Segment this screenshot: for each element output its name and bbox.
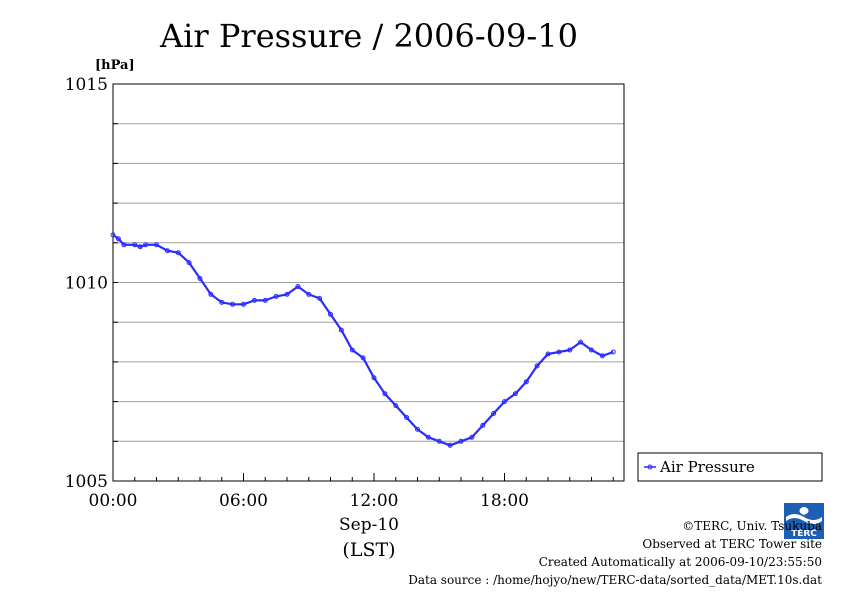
data-point <box>154 242 159 248</box>
data-point <box>512 391 518 397</box>
data-point <box>589 347 594 353</box>
data-point <box>328 311 333 317</box>
data-point <box>241 301 246 307</box>
data-point <box>578 339 584 345</box>
data-point <box>599 353 605 359</box>
x-tick-label: 00:00 <box>89 491 138 511</box>
data-point <box>110 232 116 238</box>
data-point <box>610 349 616 355</box>
data-point <box>295 284 301 289</box>
data-point <box>534 363 540 369</box>
credit-observed: Observed at TERC Tower site <box>642 537 822 551</box>
data-point <box>273 293 279 299</box>
data-point <box>415 426 420 432</box>
y-tick-label: 1005 <box>65 472 108 492</box>
data-point <box>371 375 377 381</box>
x-tick-label: 06:00 <box>219 491 268 511</box>
y-tick-label: 1015 <box>65 75 108 95</box>
credit-copyright: ©TERC, Univ. Tsukuba <box>682 519 822 533</box>
data-point <box>262 297 268 303</box>
data-point <box>349 347 355 353</box>
data-point <box>306 291 312 297</box>
data-point <box>121 242 127 248</box>
data-point <box>338 327 344 333</box>
data-point <box>382 391 388 397</box>
series-line <box>112 234 614 447</box>
data-point <box>175 250 181 256</box>
data-point <box>219 299 225 305</box>
x-tick-labels: 00:00 06:00 12:00 18:00 <box>89 491 530 511</box>
data-point <box>208 291 214 297</box>
legend: Air Pressure <box>637 452 823 482</box>
data-point <box>502 399 507 405</box>
y-tick-label: 1010 <box>65 274 108 294</box>
data-point <box>523 379 529 385</box>
data-point <box>317 295 323 301</box>
data-point <box>469 434 475 440</box>
x-axis-date-label: Sep-10 <box>339 515 399 535</box>
data-point <box>404 415 410 420</box>
data-point <box>567 347 573 353</box>
data-point <box>230 301 236 307</box>
data-point <box>480 422 486 428</box>
axis-ticks <box>112 83 614 482</box>
data-point <box>186 260 192 266</box>
legend-swatch-marker <box>647 464 653 470</box>
y-tick-labels: 1005 1010 1015 <box>65 75 108 492</box>
data-point <box>115 236 121 242</box>
data-point <box>137 244 143 250</box>
data-point <box>491 411 497 416</box>
logo-text: TERC <box>791 529 817 539</box>
terc-logo: TERC <box>784 503 824 539</box>
data-point <box>436 438 442 444</box>
data-point <box>132 242 138 248</box>
data-point <box>545 351 551 357</box>
data-point <box>458 438 464 444</box>
data-point <box>284 291 290 297</box>
x-tick-label: 12:00 <box>350 491 399 511</box>
y-axis-unit-label: [hPa] <box>95 58 135 73</box>
data-point <box>393 403 399 409</box>
data-point <box>360 355 366 361</box>
x-axis-timezone-label: (LST) <box>342 539 395 561</box>
data-point <box>251 297 257 303</box>
data-point <box>143 242 149 248</box>
credit-source: Data source : /home/hojyo/new/TERC-data/… <box>408 573 822 587</box>
legend-box <box>637 452 823 482</box>
x-tick-label: 18:00 <box>480 491 529 511</box>
chart-title: Air Pressure / 2006-09-10 <box>159 17 578 55</box>
series-air-pressure <box>110 232 616 448</box>
data-point <box>197 276 203 281</box>
credit-created: Created Automatically at 2006-09-10/23:5… <box>538 555 822 569</box>
data-point <box>556 349 562 355</box>
data-point <box>164 248 170 254</box>
legend-label: Air Pressure <box>659 458 755 476</box>
data-point <box>447 442 453 448</box>
gridlines <box>113 123 624 442</box>
data-point <box>425 434 431 440</box>
